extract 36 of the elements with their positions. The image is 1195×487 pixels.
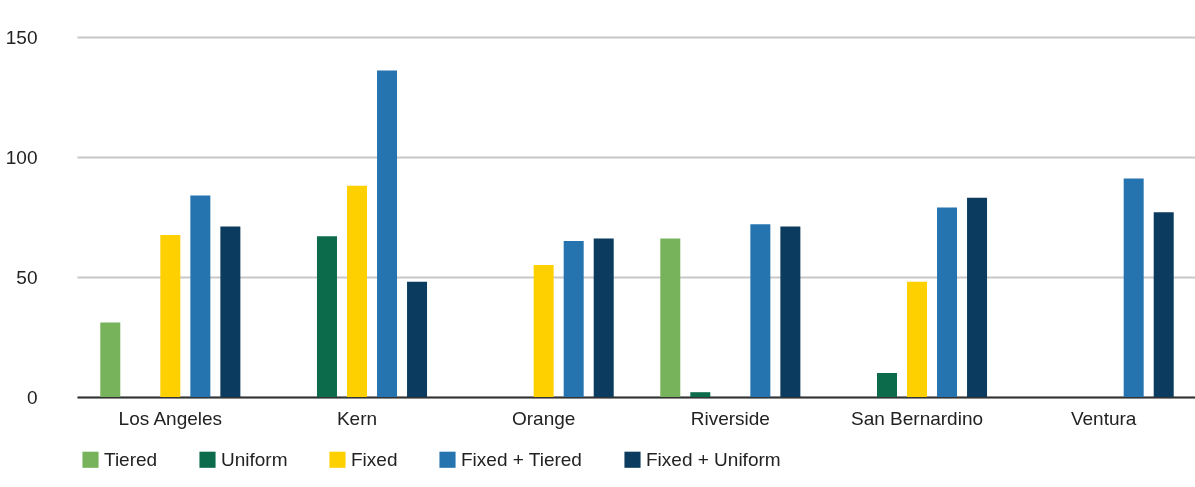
bar [937,207,958,397]
bar [660,238,681,397]
bar [1153,212,1174,397]
bar [1123,178,1144,397]
bar [220,226,241,397]
bar [563,241,584,397]
bar [876,373,897,397]
x-tick-label: Riverside [690,407,770,429]
legend-label: Uniform [221,448,288,470]
y-tick-label: 0 [26,386,38,408]
y-tick-label: 100 [5,146,38,168]
x-tick-label: Ventura [1070,407,1137,429]
bar [967,197,988,397]
bar [750,224,771,397]
bar [190,195,211,397]
legend-label: Fixed [351,448,398,470]
x-tick-label: San Bernardino [850,407,984,429]
x-tick-label: Orange [511,407,576,429]
legend-label: Fixed + Uniform [646,448,781,470]
bar [533,265,554,397]
bar [690,392,711,397]
bar [377,70,398,397]
x-tick-label: Kern [336,407,378,429]
legend-label: Tiered [104,448,158,470]
y-tick-label: 50 [16,266,38,288]
bar [780,226,801,397]
bar [100,322,121,397]
x-tick-label: Los Angeles [118,407,223,429]
bar [160,235,181,397]
legend-label: Fixed + Tiered [461,448,582,470]
y-tick-label: 150 [5,26,38,48]
bar [593,238,614,397]
bar [347,185,367,397]
bar [907,281,927,397]
bar [316,236,337,397]
bar [407,281,428,397]
